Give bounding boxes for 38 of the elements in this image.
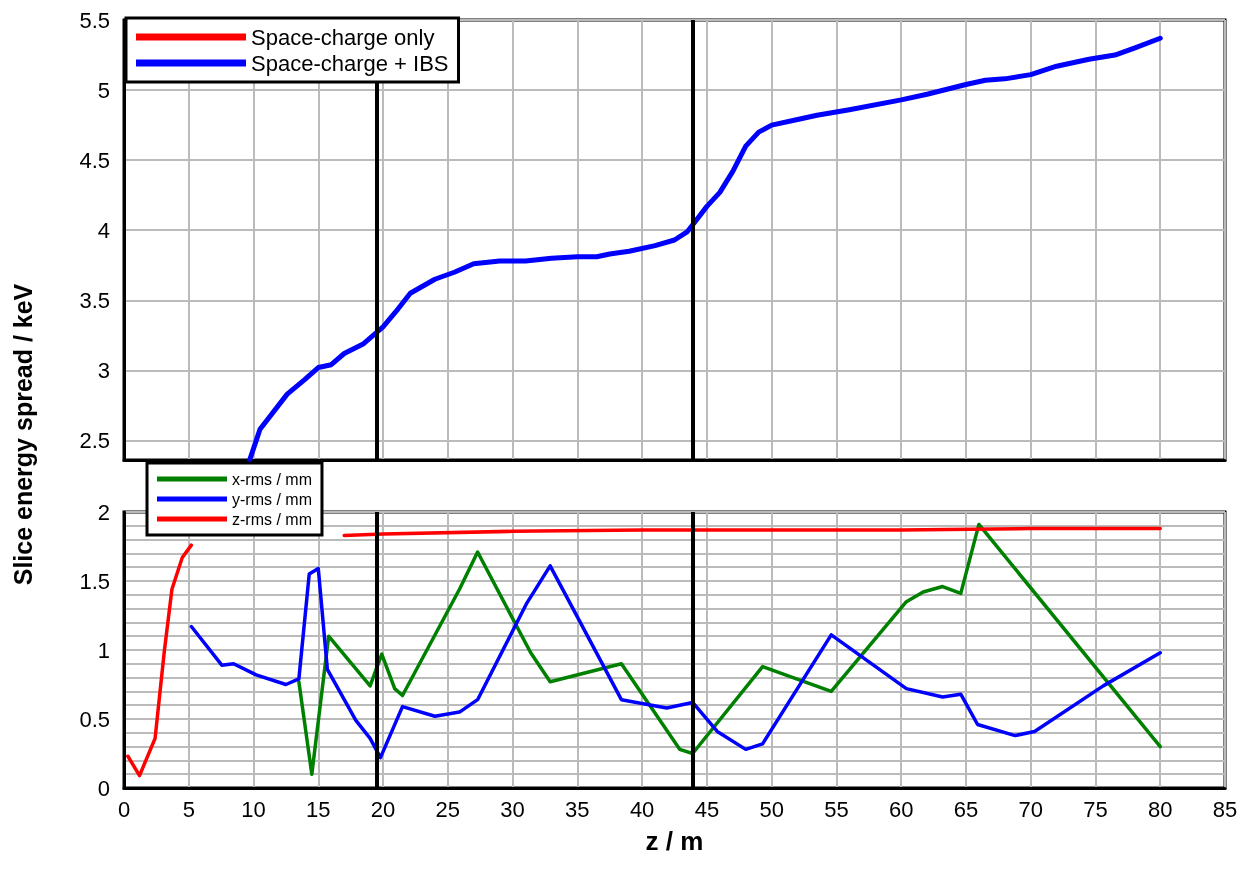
x-tick-label: 5 xyxy=(182,796,195,822)
y-tick-label: 0 xyxy=(97,775,110,801)
y-tick-label: 1.5 xyxy=(79,568,110,594)
line-series xyxy=(189,564,1162,760)
x-tick-label: 60 xyxy=(888,796,914,822)
x-tick-label: 70 xyxy=(1018,796,1043,822)
legend-label: Space-charge only xyxy=(251,24,435,50)
y-tick-label: 5.5 xyxy=(79,7,110,33)
y-tick-label: 2.5 xyxy=(79,427,110,453)
y-tick-label: 3 xyxy=(97,357,110,383)
y-tick-label: 0.5 xyxy=(79,706,110,732)
legend-label: y-rms / mm xyxy=(232,490,312,508)
y-tick-label: 4 xyxy=(97,217,110,243)
x-tick-label: 20 xyxy=(370,796,396,822)
x-tick-label: 0 xyxy=(117,796,131,822)
x-tick-label: 30 xyxy=(500,796,525,822)
x-tick-label: 80 xyxy=(1147,796,1173,822)
x-tick-label: 65 xyxy=(953,796,979,822)
x-tick-label: 10 xyxy=(241,796,266,822)
x-tick-label: 50 xyxy=(759,796,784,822)
legend-label: Space-charge + IBS xyxy=(251,50,449,76)
x-tick-label: 55 xyxy=(824,796,849,822)
y-tick-label: 1 xyxy=(97,637,110,663)
y-tick-label: 3.5 xyxy=(79,287,110,313)
y-axis-title: Slice energy spread / keV xyxy=(8,283,37,586)
x-tick-label: 25 xyxy=(435,796,461,822)
x-axis-title: z / m xyxy=(645,826,704,856)
y-tick-label: 2 xyxy=(97,499,110,525)
x-tick-label: 75 xyxy=(1083,796,1108,822)
x-tick-label: 35 xyxy=(565,796,590,822)
legend-label: z-rms / mm xyxy=(232,510,312,528)
x-tick-label: 40 xyxy=(629,796,655,822)
x-tick-label: 45 xyxy=(694,796,720,822)
legend-label: x-rms / mm xyxy=(232,470,312,488)
x-tick-label: 85 xyxy=(1212,796,1238,822)
y-tick-label: 5 xyxy=(97,77,110,103)
y-tick-label: 4.5 xyxy=(79,147,110,173)
x-tick-label: 15 xyxy=(306,796,331,822)
